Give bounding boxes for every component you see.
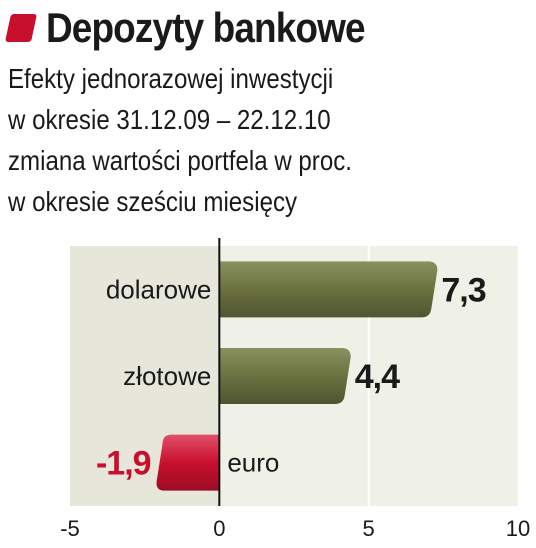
subtitle-line-2: w okresie 31.12.09 – 22.12.10 bbox=[8, 104, 331, 135]
value-label-złotowe: 4,4 bbox=[355, 358, 400, 396]
category-label-złotowe: złotowe bbox=[123, 361, 211, 391]
x-tick-label: 0 bbox=[213, 516, 225, 541]
bar-chart: dolarowe 7,3 złotowe 4,4 euro -1,9 -5 0 5 10 bbox=[60, 238, 530, 541]
x-tick-label: 5 bbox=[363, 516, 375, 541]
subtitle-line-3: zmiana wartości portfela w proc. bbox=[8, 145, 352, 176]
subtitle-line-4: w okresie sześciu miesięcy bbox=[8, 186, 298, 217]
x-tick-label: 10 bbox=[506, 516, 530, 541]
category-label-dolarowe: dolarowe bbox=[106, 274, 212, 304]
x-tick-label: -5 bbox=[60, 516, 80, 541]
bar-euro bbox=[156, 434, 220, 491]
bar-złotowe bbox=[219, 348, 351, 404]
chart-title: Depozyty bankowe bbox=[46, 4, 366, 51]
value-label-dolarowe: 7,3 bbox=[441, 271, 485, 309]
title-marker-icon bbox=[5, 14, 37, 42]
chart-subtitle: Efekty jednorazowej inwestycji w okresie… bbox=[8, 58, 352, 222]
value-label-euro: -1,9 bbox=[96, 445, 151, 483]
subtitle-line-1: Efekty jednorazowej inwestycji bbox=[8, 63, 334, 94]
category-label-euro: euro bbox=[227, 448, 279, 478]
bar-dolarowe bbox=[219, 261, 438, 318]
